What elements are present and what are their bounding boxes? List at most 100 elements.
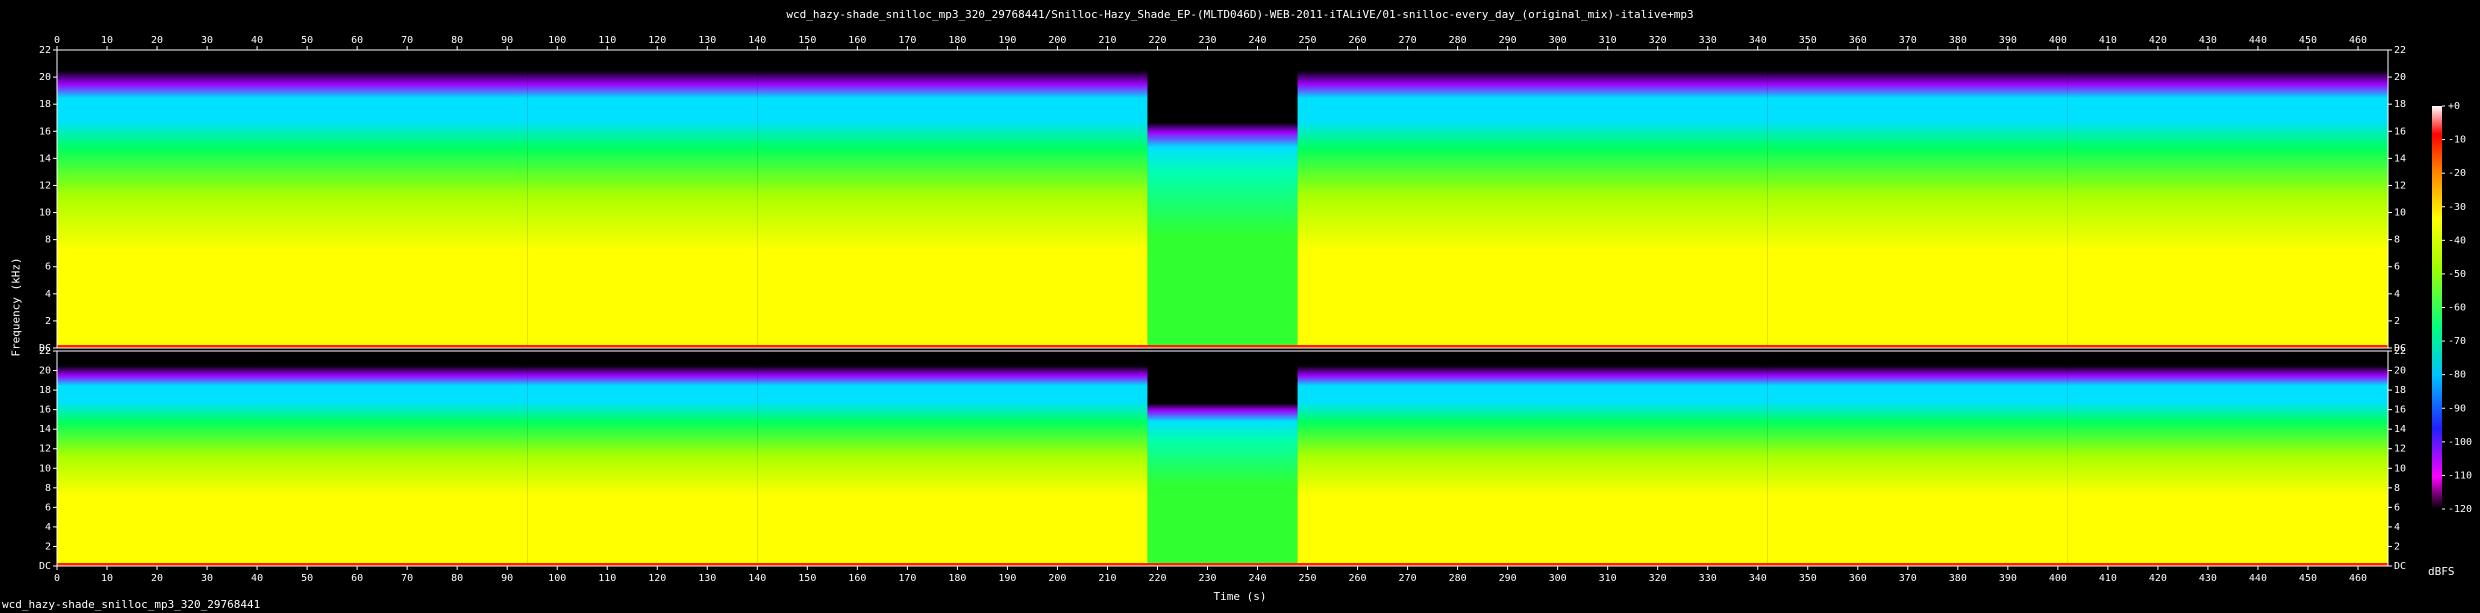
x-tick-label: 50 xyxy=(301,35,313,46)
x-tick-label: 380 xyxy=(1949,573,1967,584)
x-tick-label: 340 xyxy=(1749,573,1767,584)
y-tick-label: 8 xyxy=(45,483,51,494)
x-tick-label: 370 xyxy=(1899,573,1917,584)
x-tick-label: 370 xyxy=(1899,35,1917,46)
x-tick-label: 10 xyxy=(101,573,113,584)
x-tick-label: 260 xyxy=(1349,573,1367,584)
x-tick-label: 200 xyxy=(1048,35,1066,46)
x-tick-label: 430 xyxy=(2199,573,2217,584)
x-tick-label: 70 xyxy=(401,573,413,584)
x-tick-label: 390 xyxy=(1999,35,2017,46)
x-tick-label: 310 xyxy=(1599,573,1617,584)
channel-1-segment-6 xyxy=(1767,70,2068,349)
x-tick-label: 140 xyxy=(748,573,766,584)
y-tick-label: 20 xyxy=(39,72,51,83)
y-tick-label: 18 xyxy=(39,385,51,396)
x-tick-label: 140 xyxy=(748,35,766,46)
x-tick-label: 320 xyxy=(1649,573,1667,584)
x-tick-label: 100 xyxy=(548,35,566,46)
x-tick-label: 460 xyxy=(2349,573,2367,584)
x-tick-label: 40 xyxy=(251,573,263,584)
x-tick-label: 220 xyxy=(1148,573,1166,584)
y-tick-label: 6 xyxy=(45,262,51,273)
colorbar-tick-label: -120 xyxy=(2448,504,2472,515)
x-tick-label: 350 xyxy=(1799,573,1817,584)
colorbar-unit-label: dBFS xyxy=(2428,565,2455,578)
x-tick-label: 380 xyxy=(1949,35,1967,46)
y-tick-label: DC xyxy=(39,343,51,354)
x-tick-label: 50 xyxy=(301,573,313,584)
x-tick-label: 230 xyxy=(1198,573,1216,584)
x-tick-label: 90 xyxy=(501,35,513,46)
x-tick-label: 410 xyxy=(2099,573,2117,584)
x-tick-label: 310 xyxy=(1599,35,1617,46)
colorbar-tick-label: -20 xyxy=(2448,168,2466,179)
x-tick-label: 270 xyxy=(1399,573,1417,584)
colorbar xyxy=(2432,106,2442,509)
colorbar-tick-label: -50 xyxy=(2448,269,2466,280)
colorbar-tick-label: -70 xyxy=(2448,336,2466,347)
channel-1-segment-1 xyxy=(57,70,528,349)
x-tick-label: 40 xyxy=(251,35,263,46)
y-tick-label: 18 xyxy=(2394,385,2406,396)
x-tick-label: 20 xyxy=(151,573,163,584)
x-tick-label: 220 xyxy=(1148,35,1166,46)
y-tick-label: 12 xyxy=(2394,444,2406,455)
y-tick-label: 12 xyxy=(39,180,51,191)
y-tick-label: 22 xyxy=(2394,346,2406,357)
x-tick-label: 360 xyxy=(1849,573,1867,584)
y-tick-label: 2 xyxy=(45,541,51,552)
x-tick-label: 400 xyxy=(2049,573,2067,584)
chart-title: wcd_hazy-shade_snilloc_mp3_320_29768441/… xyxy=(786,8,1694,21)
x-tick-label: 120 xyxy=(648,573,666,584)
x-tick-label: 190 xyxy=(998,35,1016,46)
x-tick-label: 330 xyxy=(1699,35,1717,46)
x-tick-label: 60 xyxy=(351,35,363,46)
y-axis-label: Frequency (kHz) xyxy=(9,257,23,357)
x-tick-label: 80 xyxy=(451,35,463,46)
x-tick-label: 420 xyxy=(2149,573,2167,584)
x-tick-label: 180 xyxy=(948,573,966,584)
x-tick-label: 450 xyxy=(2299,573,2317,584)
x-tick-label: 330 xyxy=(1699,573,1717,584)
x-tick-label: 350 xyxy=(1799,35,1817,46)
y-tick-label: 10 xyxy=(2394,208,2406,219)
x-tick-label: 460 xyxy=(2349,35,2367,46)
channel-1-dc-band xyxy=(57,345,2388,348)
x-tick-label: 150 xyxy=(798,35,816,46)
x-tick-label: 240 xyxy=(1248,35,1266,46)
x-tick-label: 160 xyxy=(848,573,866,584)
y-tick-label: 4 xyxy=(2394,289,2400,300)
x-tick-label: 430 xyxy=(2199,35,2217,46)
channel-2-segment-4 xyxy=(1147,385,1298,566)
x-tick-label: 80 xyxy=(451,573,463,584)
y-tick-label: 16 xyxy=(39,405,51,416)
y-tick-label: 6 xyxy=(2394,502,2400,513)
x-tick-label: 210 xyxy=(1098,573,1116,584)
x-tick-label: 30 xyxy=(201,35,213,46)
x-tick-label: 120 xyxy=(648,35,666,46)
colorbar-tick-label: -90 xyxy=(2448,403,2466,414)
channel-2-segment-1 xyxy=(57,365,528,566)
colorbar-tick-label: -110 xyxy=(2448,470,2472,481)
y-tick-label: 6 xyxy=(45,502,51,513)
channel-2-segment-7 xyxy=(2067,365,2388,566)
x-tick-label: 440 xyxy=(2249,573,2267,584)
y-tick-label: 20 xyxy=(2394,72,2406,83)
y-tick-label: 14 xyxy=(2394,424,2406,435)
x-tick-label: 300 xyxy=(1549,573,1567,584)
y-tick-label: 4 xyxy=(45,289,51,300)
channel-1-segment-3 xyxy=(757,70,1148,349)
x-tick-label: 250 xyxy=(1299,35,1317,46)
channel-2-frame xyxy=(56,350,2389,567)
x-tick-label: 60 xyxy=(351,573,363,584)
colorbar-tick-label: -100 xyxy=(2448,437,2472,448)
x-tick-label: 450 xyxy=(2299,35,2317,46)
y-tick-label: 18 xyxy=(39,99,51,110)
x-tick-label: 70 xyxy=(401,35,413,46)
x-tick-label: 200 xyxy=(1048,573,1066,584)
x-tick-label: 150 xyxy=(798,573,816,584)
channel-2-dc-band xyxy=(57,563,2388,566)
y-tick-label: 20 xyxy=(2394,366,2406,377)
